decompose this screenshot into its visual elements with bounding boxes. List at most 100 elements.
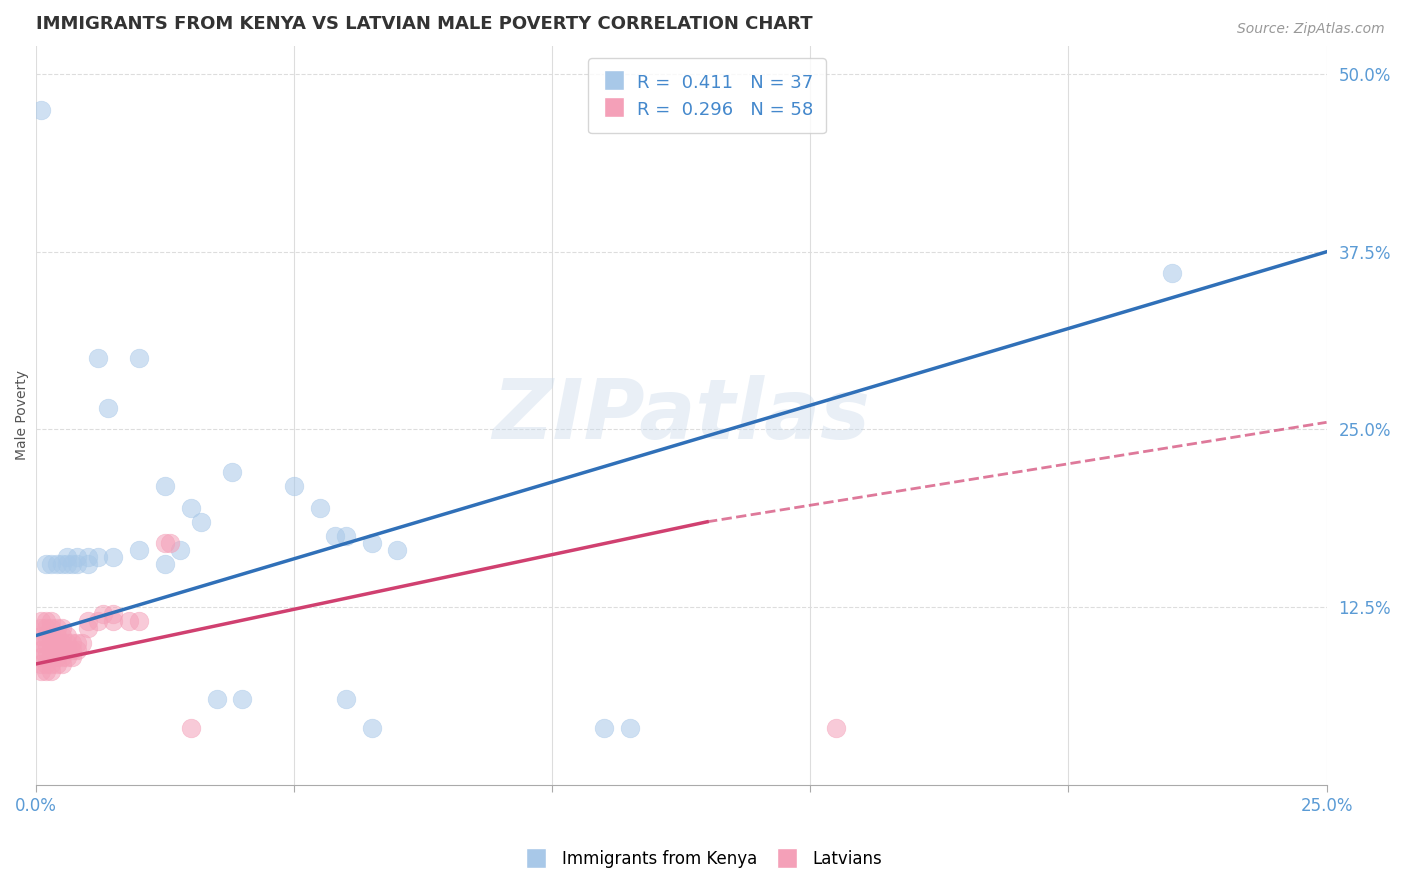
Point [180,721,202,735]
Point [153,536,176,550]
Point [51,657,73,671]
Point [66,550,89,565]
Legend: R =  0.411   N = 37, R =  0.296   N = 58: R = 0.411 N = 37, R = 0.296 N = 58 [588,58,825,133]
Point [60,558,83,572]
Point [360,536,382,550]
Point [60,642,83,657]
Point [51,621,73,635]
Point [30,649,52,664]
Point [103,550,125,565]
Point [56,550,79,565]
Point [128,543,150,558]
Point [335,692,357,706]
Point [60,635,83,649]
Point [56,642,79,657]
Point [87,351,110,366]
Point [283,479,305,493]
Point [51,649,73,664]
Point [56,635,79,649]
Point [360,721,382,735]
Point [30,657,52,671]
Point [72,635,94,649]
Point [35,642,58,657]
Point [45,621,67,635]
Text: Source: ZipAtlas.com: Source: ZipAtlas.com [1237,22,1385,37]
Point [87,550,110,565]
Point [30,615,52,629]
Point [592,721,614,735]
Point [30,635,52,649]
Point [190,515,212,529]
Point [825,721,848,735]
Point [30,621,52,635]
Point [35,558,58,572]
Point [66,635,89,649]
Point [221,465,243,479]
Point [103,615,125,629]
Point [309,500,332,515]
Point [41,621,63,635]
Point [41,642,63,657]
Point [387,543,409,558]
Point [60,649,83,664]
Point [41,635,63,649]
Point [56,649,79,664]
Point [51,628,73,642]
Point [76,621,98,635]
Point [45,558,67,572]
Point [76,550,98,565]
Point [231,692,253,706]
Point [35,621,58,635]
Point [35,649,58,664]
Point [30,664,52,678]
Point [41,649,63,664]
Point [1160,266,1182,280]
Point [103,607,125,622]
Point [35,628,58,642]
Point [87,615,110,629]
Legend: Immigrants from Kenya, Latvians: Immigrants from Kenya, Latvians [517,844,889,875]
Point [159,536,181,550]
Point [118,615,141,629]
Point [205,692,228,706]
Point [41,615,63,629]
Point [41,628,63,642]
Point [41,657,63,671]
Point [45,649,67,664]
Point [35,615,58,629]
Point [169,543,191,558]
Point [51,635,73,649]
Point [45,635,67,649]
Point [35,657,58,671]
Point [153,558,176,572]
Point [180,500,202,515]
Point [153,479,176,493]
Point [30,642,52,657]
Point [56,628,79,642]
Point [45,628,67,642]
Point [51,642,73,657]
Point [335,529,357,543]
Point [97,401,120,416]
Point [619,721,641,735]
Point [45,642,67,657]
Text: ZIPatlas: ZIPatlas [492,375,870,456]
Point [128,351,150,366]
Point [45,657,67,671]
Point [128,615,150,629]
Point [56,558,79,572]
Point [325,529,347,543]
Point [51,558,73,572]
Point [66,642,89,657]
Point [35,635,58,649]
Point [91,607,114,622]
Point [35,664,58,678]
Y-axis label: Male Poverty: Male Poverty [15,370,30,460]
Point [41,664,63,678]
Point [76,558,98,572]
Point [76,615,98,629]
Point [30,628,52,642]
Point [41,558,63,572]
Point [66,558,89,572]
Text: IMMIGRANTS FROM KENYA VS LATVIAN MALE POVERTY CORRELATION CHART: IMMIGRANTS FROM KENYA VS LATVIAN MALE PO… [37,15,813,33]
